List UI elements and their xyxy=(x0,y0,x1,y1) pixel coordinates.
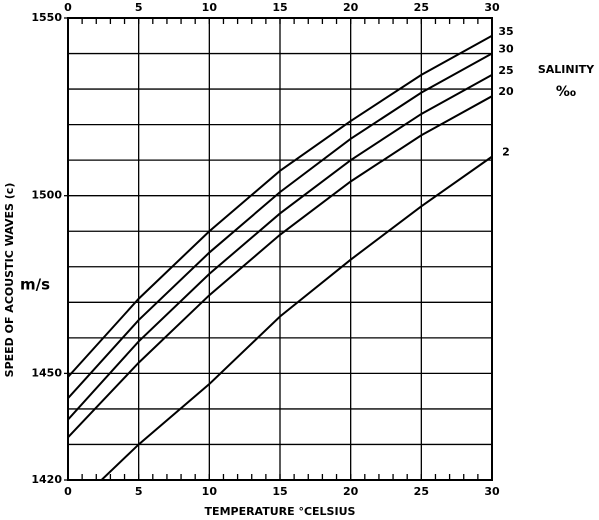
legend-title: SALINITY xyxy=(538,63,595,76)
curve xyxy=(68,52,492,399)
x-tick-label: 0 xyxy=(64,485,72,498)
curve xyxy=(68,73,492,421)
plot-frame xyxy=(67,17,493,481)
x-tick-label: 20 xyxy=(343,485,359,498)
x-tick-label-top: 20 xyxy=(343,1,359,14)
curve xyxy=(68,34,492,378)
legend-label: 20 xyxy=(498,85,514,98)
x-axis-label: TEMPERATURE °CELSIUS xyxy=(205,505,356,518)
x-tick-label: 10 xyxy=(202,485,218,498)
legend-label: 30 xyxy=(498,43,514,56)
y-axis-label: SPEED OF ACOUSTIC WAVES (c) xyxy=(3,183,16,378)
y-tick-label: 1550 xyxy=(31,11,62,24)
curve xyxy=(100,155,492,480)
x-tick-label: 25 xyxy=(414,485,429,498)
x-tick-label: 5 xyxy=(135,485,143,498)
x-tick-label: 30 xyxy=(484,485,500,498)
legend-label: 25 xyxy=(498,64,513,77)
x-tick-label-top: 25 xyxy=(414,1,429,14)
y-tick-label: 1500 xyxy=(31,189,62,202)
legend-label: 35 xyxy=(498,25,513,38)
legend-label: 2 xyxy=(502,146,510,159)
y-unit: m/s xyxy=(20,276,50,294)
x-tick-label-top: 5 xyxy=(135,1,143,14)
x-tick-label-top: 30 xyxy=(484,1,500,14)
legend-unit: ‰ xyxy=(556,84,576,100)
y-tick-label: 1450 xyxy=(31,366,62,379)
x-tick-label-top: 0 xyxy=(64,1,72,14)
curve xyxy=(68,95,492,439)
y-tick-label: 1420 xyxy=(31,473,62,486)
x-tick-label: 15 xyxy=(272,485,287,498)
x-tick-label-top: 15 xyxy=(272,1,287,14)
x-tick-label-top: 10 xyxy=(202,1,218,14)
